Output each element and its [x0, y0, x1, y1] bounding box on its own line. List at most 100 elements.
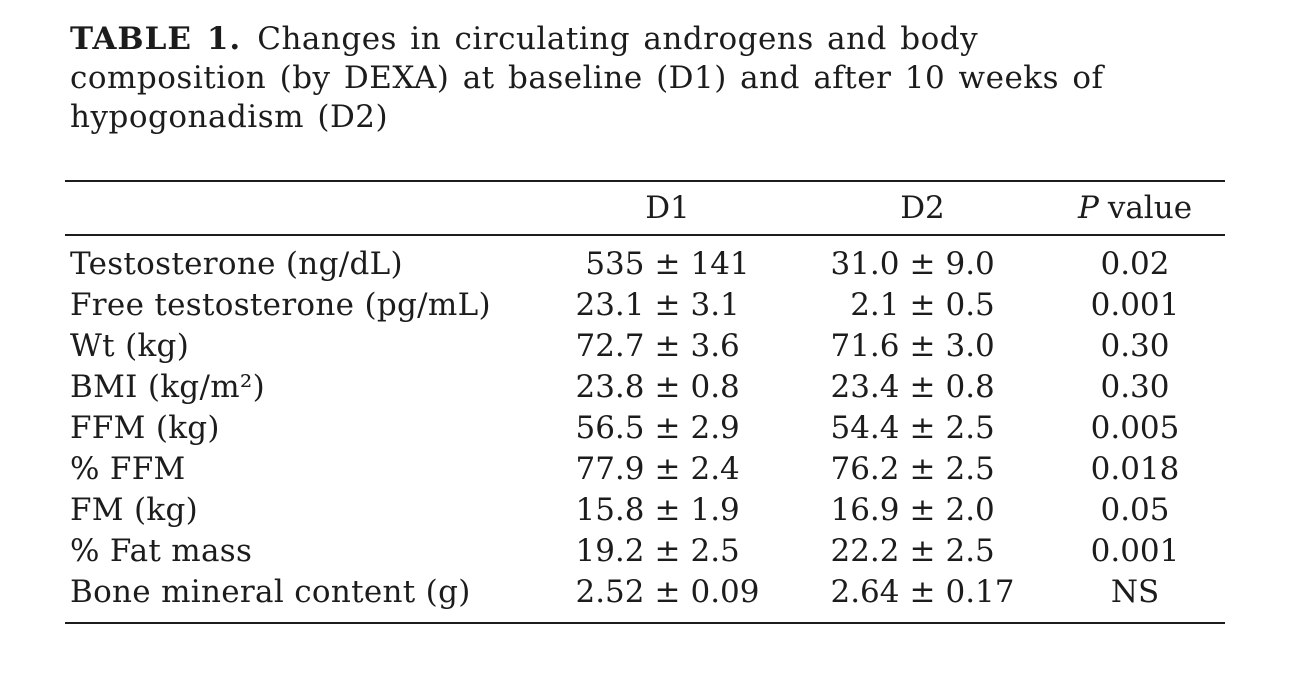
p-value: 0.30 [1100, 369, 1170, 405]
plus-minus-sign: ± [909, 451, 936, 487]
p-symbol: P [1077, 190, 1099, 226]
measurement-value: 23.4 ±0.8 [815, 367, 1031, 408]
metric-label: % FFM [70, 451, 186, 487]
d1-sd: 141 [690, 246, 750, 282]
plus-minus-sign: ± [654, 492, 681, 528]
d1-sd: 3.1 [690, 287, 740, 323]
d1-cell: 23.8 ±0.8 [535, 367, 800, 408]
d2-mean: 31.0 [830, 246, 900, 282]
measurement-value: 72.7 ±3.6 [560, 326, 776, 367]
d1-mean: 23.8 [575, 369, 645, 405]
d2-sd: 9.0 [945, 246, 995, 282]
d2-sd: 2.5 [945, 533, 995, 569]
d1-sd: 1.9 [690, 492, 740, 528]
d2-mean: 71.6 [830, 328, 900, 364]
d2-sd: 3.0 [945, 328, 995, 364]
measurement-value: 15.8 ±1.9 [560, 490, 776, 531]
table-caption: TABLE 1. Changes in circulating androgens… [65, 20, 1225, 137]
d2-mean: 22.2 [830, 533, 900, 569]
plus-minus-sign: ± [654, 328, 681, 364]
d2-mean: 76.2 [830, 451, 900, 487]
caption-line-2: composition (by DEXA) at baseline (D1) a… [70, 60, 1104, 96]
d1-cell: 2.52 ±0.09 [535, 572, 800, 623]
p-value: NS [1110, 574, 1160, 610]
d2-cell: 2.1 ±0.5 [800, 285, 1045, 326]
table-row: BMI (kg/m²) 23.8 ±0.8 23.4 ±0.8 0.30 [65, 367, 1225, 408]
measurement-value: 2.52 ±0.09 [560, 572, 776, 613]
measurement-value: 19.2 ±2.5 [560, 531, 776, 572]
d2-mean: 16.9 [830, 492, 900, 528]
plus-minus-sign: ± [654, 369, 681, 405]
measurement-value: 54.4 ±2.5 [815, 408, 1031, 449]
measurement-value: 31.0 ±9.0 [815, 244, 1031, 285]
table-figure: TABLE 1. Changes in circulating androgens… [65, 20, 1225, 624]
d1-sd: 2.4 [690, 451, 740, 487]
d1-sd: 2.9 [690, 410, 740, 446]
column-header-metric [65, 181, 535, 236]
d2-cell: 76.2 ±2.5 [800, 449, 1045, 490]
metric-label: Wt (kg) [70, 328, 190, 364]
d2-mean: 23.4 [830, 369, 900, 405]
d2-sd: 0.5 [945, 287, 995, 323]
d2-cell: 2.64 ±0.17 [800, 572, 1045, 623]
p-value: 0.005 [1090, 410, 1180, 446]
d1-sd: 3.6 [690, 328, 740, 364]
measurement-value: 2.1 ±0.5 [815, 285, 1031, 326]
d1-cell: 19.2 ±2.5 [535, 531, 800, 572]
metric-label: FM (kg) [70, 492, 199, 528]
d2-sd: 2.5 [945, 410, 995, 446]
measurement-value: 2.64 ±0.17 [815, 572, 1031, 613]
plus-minus-sign: ± [654, 574, 681, 610]
d2-cell: 23.4 ±0.8 [800, 367, 1045, 408]
d2-cell: 16.9 ±2.0 [800, 490, 1045, 531]
plus-minus-sign: ± [909, 369, 936, 405]
p-value: 0.001 [1090, 533, 1180, 569]
plus-minus-sign: ± [909, 533, 936, 569]
measurement-value: 77.9 ±2.4 [560, 449, 776, 490]
measurement-value: 16.9 ±2.0 [815, 490, 1031, 531]
metric-label: Bone mineral content (g) [70, 574, 471, 610]
measurement-value: 22.2 ±2.5 [815, 531, 1031, 572]
d2-mean: 2.1 [850, 287, 900, 323]
d2-cell: 71.6 ±3.0 [800, 326, 1045, 367]
d2-mean: 54.4 [830, 410, 900, 446]
d2-sd: 0.8 [945, 369, 995, 405]
d1-cell: 56.5 ±2.9 [535, 408, 800, 449]
plus-minus-sign: ± [654, 533, 681, 569]
d2-sd: 2.0 [945, 492, 995, 528]
table-row: FFM (kg) 56.5 ±2.9 54.4 ±2.5 0.005 [65, 408, 1225, 449]
d2-cell: 54.4 ±2.5 [800, 408, 1045, 449]
plus-minus-sign: ± [654, 287, 681, 323]
column-header-d2: D2 [800, 181, 1045, 236]
d2-cell: 22.2 ±2.5 [800, 531, 1045, 572]
plus-minus-sign: ± [909, 574, 936, 610]
plus-minus-sign: ± [654, 451, 681, 487]
measurement-value: 76.2 ±2.5 [815, 449, 1031, 490]
d1-sd: 0.8 [690, 369, 740, 405]
p-value: 0.30 [1100, 328, 1170, 364]
d1-cell: 15.8 ±1.9 [535, 490, 800, 531]
column-header-d1: D1 [535, 181, 800, 236]
d2-sd: 2.5 [945, 451, 995, 487]
d1-cell: 77.9 ±2.4 [535, 449, 800, 490]
d1-cell: 535 ±141 [535, 235, 800, 285]
p-value: 0.018 [1090, 451, 1180, 487]
table-row: FM (kg) 15.8 ±1.9 16.9 ±2.0 0.05 [65, 490, 1225, 531]
table-caption-label: TABLE 1. [70, 21, 242, 57]
metric-label: FFM (kg) [70, 410, 220, 446]
p-value: 0.001 [1090, 287, 1180, 323]
table-row: Bone mineral content (g) 2.52 ±0.09 2.64 ±… [65, 572, 1225, 623]
measurement-value: 23.8 ±0.8 [560, 367, 776, 408]
plus-minus-sign: ± [654, 246, 681, 282]
caption-line-1: TABLE 1. Changes in circulating androgens… [70, 20, 1225, 59]
metric-label: BMI (kg/m²) [70, 369, 266, 405]
d1-mean: 72.7 [575, 328, 645, 364]
caption-line-3: hypogonadism (D2) [70, 99, 389, 135]
d1-sd: 0.09 [690, 574, 760, 610]
measurement-value: 535 ±141 [560, 244, 776, 285]
table-row: Wt (kg) 72.7 ±3.6 71.6 ±3.0 0.30 [65, 326, 1225, 367]
